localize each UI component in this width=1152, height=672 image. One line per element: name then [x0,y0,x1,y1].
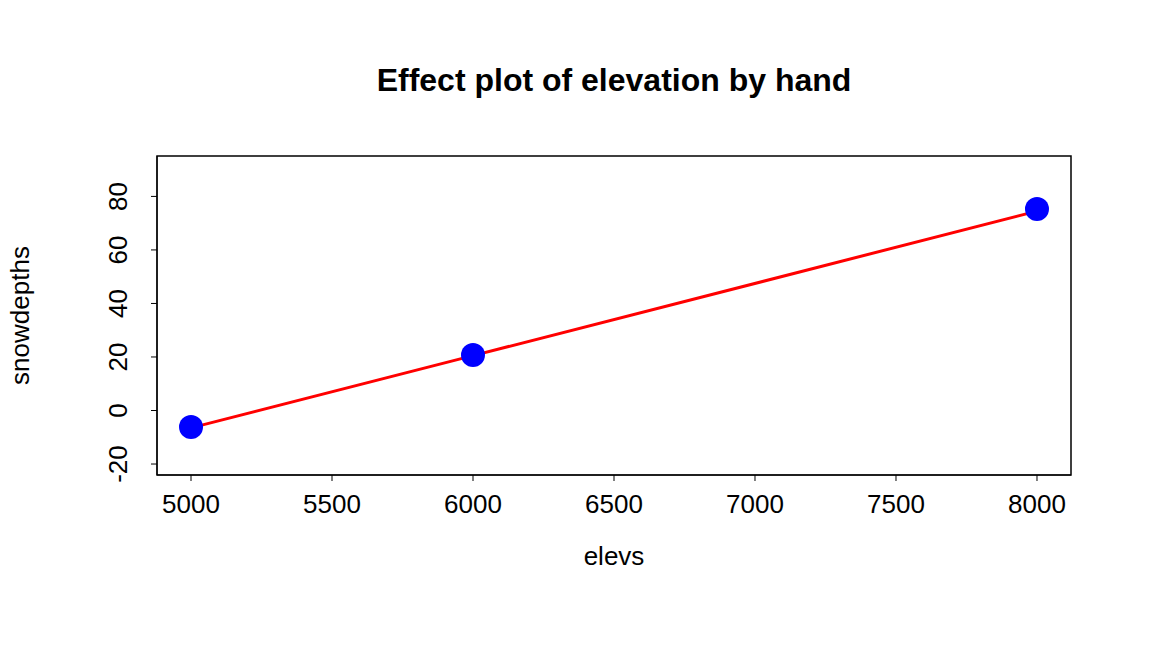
svg-text:60: 60 [103,235,133,264]
html-text:Effect plot of elevation by ha: Effect plot of elevation by hand [376,62,852,98]
svg-text:20: 20 [103,343,133,372]
svg-text:elevs: elevs [584,541,645,571]
svg-text:6000: 6000 [444,489,502,519]
svg-text:5000: 5000 [162,489,220,519]
svg-text:8000: 8000 [1008,489,1066,519]
svg-text:-20: -20 [103,445,133,483]
svg-text:7000: 7000 [726,489,784,519]
svg-text:7500: 7500 [867,489,925,519]
svg-text:snowdepths: snowdepths [8,246,35,385]
svg-text:6500: 6500 [585,489,643,519]
svg-text:40: 40 [103,289,133,318]
svg-text:0: 0 [103,403,133,417]
svg-text:80: 80 [103,182,133,211]
svg-text:5500: 5500 [303,489,361,519]
